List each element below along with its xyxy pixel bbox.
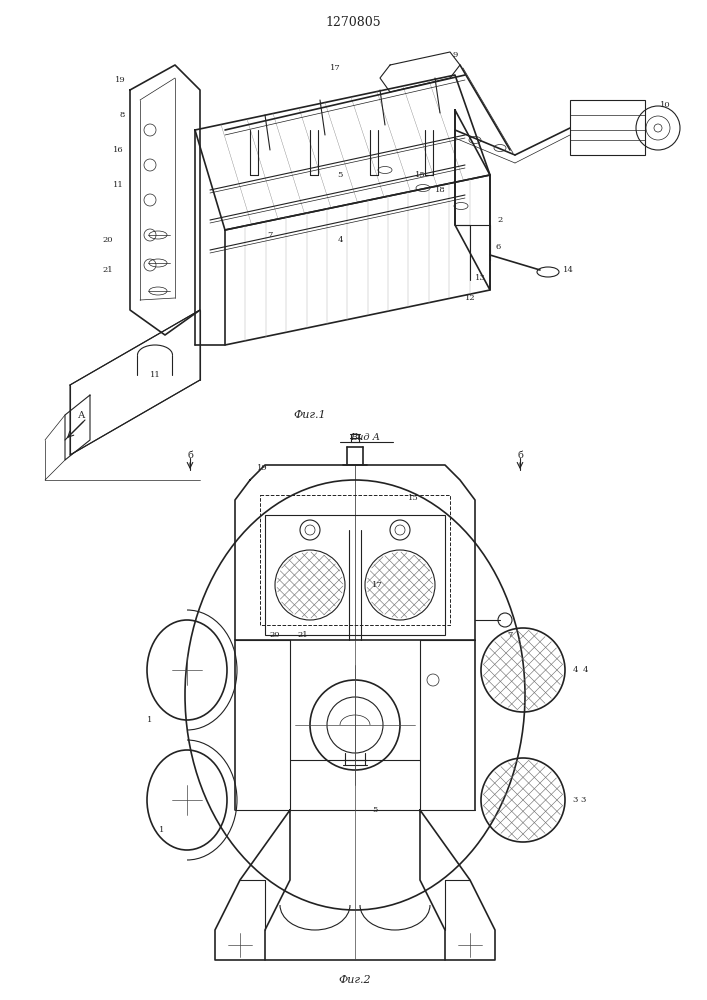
Text: 21: 21 [103,266,113,274]
Text: 18: 18 [435,186,445,194]
Text: 4: 4 [572,666,578,674]
Text: 17: 17 [372,581,382,589]
Text: 20: 20 [103,236,113,244]
Text: 4: 4 [337,236,343,244]
Text: 7: 7 [267,231,273,239]
Text: 15: 15 [414,171,426,179]
Text: 7: 7 [508,631,513,639]
Text: 10: 10 [660,101,670,109]
Text: 9: 9 [452,51,457,59]
Bar [260,495,450,625]
Text: 5: 5 [373,806,378,814]
Text: 13: 13 [474,274,486,282]
Text: 14: 14 [563,266,573,274]
Text: 4: 4 [583,666,588,674]
Text: 15: 15 [408,494,419,502]
Text: 11: 11 [112,181,124,189]
Text: 20: 20 [270,631,280,639]
Text: 12: 12 [464,294,475,302]
Text: б: б [187,450,193,460]
Text: 8: 8 [119,111,124,119]
Text: 1: 1 [147,716,153,724]
Text: 19: 19 [257,464,267,472]
Text: 3: 3 [580,796,585,804]
Text: 3: 3 [572,796,578,804]
Text: б: б [517,450,523,460]
Text: А: А [78,410,86,420]
Text: 2: 2 [498,216,503,224]
Text: 5: 5 [337,171,343,179]
Bar [570,100,645,155]
Text: Фиг.2: Фиг.2 [339,975,371,985]
Text: 1: 1 [159,826,165,834]
Text: 19: 19 [115,76,125,84]
Bar [265,515,445,635]
Text: 11: 11 [150,371,160,379]
Text: 16: 16 [112,146,123,154]
Text: Фиг.1: Фиг.1 [293,410,327,420]
Text: 17: 17 [329,64,340,72]
Text: 21: 21 [298,631,308,639]
Text: 1270805: 1270805 [325,15,381,28]
Text: Вид А: Вид А [350,432,380,442]
Text: 6: 6 [496,243,501,251]
